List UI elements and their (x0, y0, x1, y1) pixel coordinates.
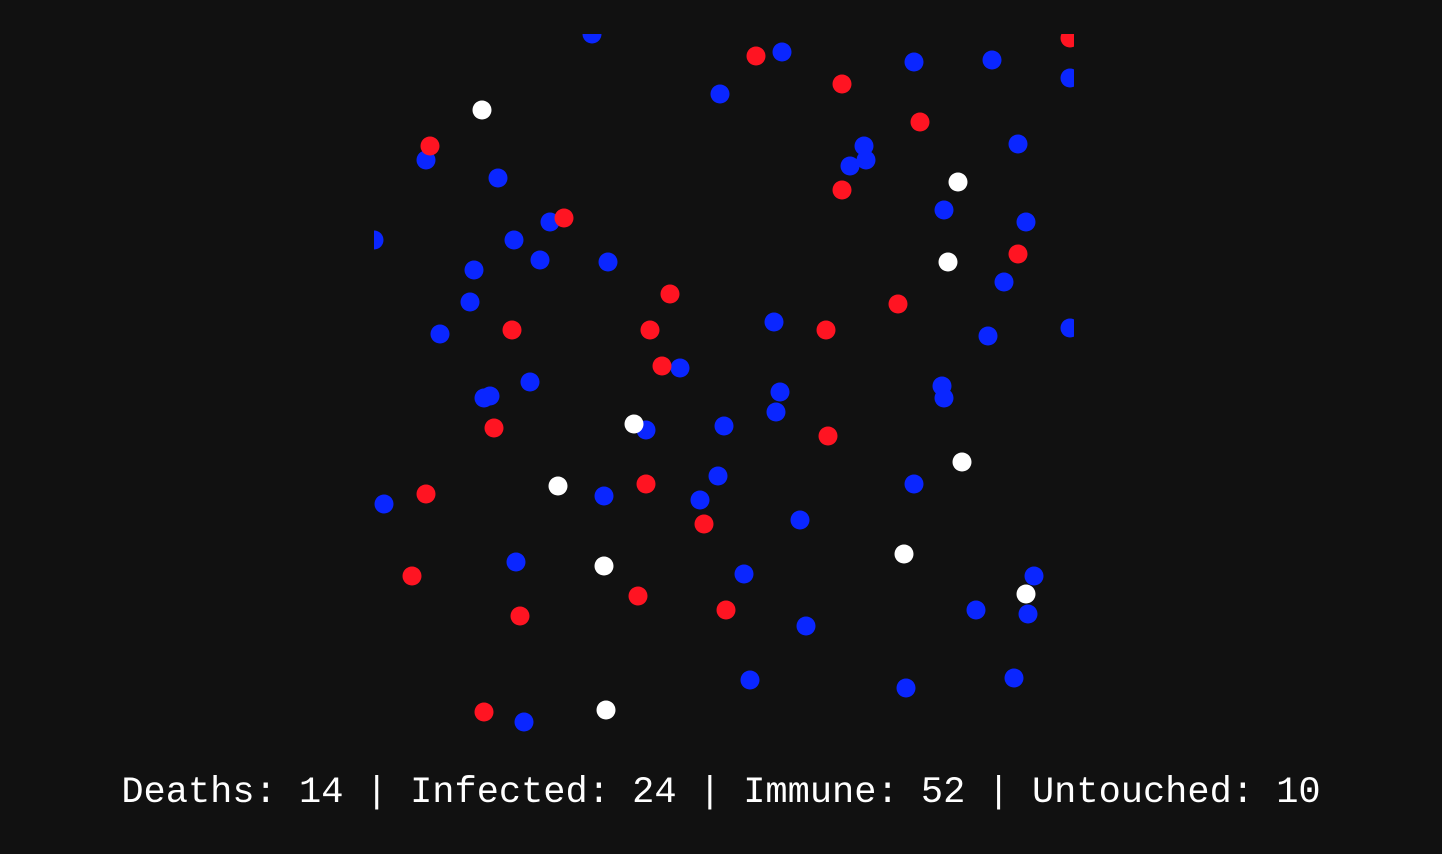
immune-particle (1016, 212, 1036, 232)
infected-particle (832, 180, 852, 200)
infected-particle (1008, 244, 1028, 264)
immune-particle (934, 200, 954, 220)
immune-particle (856, 150, 876, 170)
immune-particle (594, 486, 614, 506)
immune-particle (690, 490, 710, 510)
untouched-particle (938, 252, 958, 272)
untouched-count: 10 (1276, 772, 1321, 814)
infected-particle (402, 566, 422, 586)
untouched-particle (894, 544, 914, 564)
immune-particle (734, 564, 754, 584)
stats-separator: | (698, 772, 721, 814)
untouched-particle (596, 700, 616, 720)
immune-particle (934, 388, 954, 408)
immune-particle (506, 552, 526, 572)
infected-particle (816, 320, 836, 340)
infected-particle (416, 484, 436, 504)
infected-particle (502, 320, 522, 340)
untouched-label: Untouched: (1031, 772, 1254, 814)
immune-particle (520, 372, 540, 392)
immune-particle (1024, 566, 1044, 586)
immune-particle (710, 84, 730, 104)
untouched-particle (472, 100, 492, 120)
simulation-canvas (374, 34, 1074, 734)
immune-particle (966, 600, 986, 620)
immune-particle (790, 510, 810, 530)
immune-particle (1008, 134, 1028, 154)
immune-particle (488, 168, 508, 188)
infected-particle (832, 74, 852, 94)
infected-count: 24 (632, 772, 677, 814)
infected-particle (818, 426, 838, 446)
immune-particle (1060, 318, 1074, 338)
immune-particle (474, 388, 494, 408)
immune-particle (740, 670, 760, 690)
infected-particle (716, 600, 736, 620)
untouched-particle (594, 556, 614, 576)
infected-particle (694, 514, 714, 534)
immune-particle (464, 260, 484, 280)
immune-particle (982, 50, 1002, 70)
untouched-particle (948, 172, 968, 192)
deaths-label: Deaths: (121, 772, 277, 814)
immune-particle (904, 474, 924, 494)
infected-label: Infected: (410, 772, 610, 814)
infected-particle (636, 474, 656, 494)
immune-particle (460, 292, 480, 312)
infected-particle (888, 294, 908, 314)
immune-particle (772, 42, 792, 62)
deaths-count: 14 (299, 772, 344, 814)
immune-particle (796, 616, 816, 636)
infected-particle (510, 606, 530, 626)
infected-particle (1060, 34, 1074, 48)
immune-particle (766, 402, 786, 422)
immune-particle (374, 230, 384, 250)
immune-particle (514, 712, 534, 732)
immune-particle (840, 156, 860, 176)
immune-particle (1004, 668, 1024, 688)
immune-particle (374, 494, 394, 514)
infected-particle (640, 320, 660, 340)
immune-count: 52 (920, 772, 966, 814)
immune-particle (978, 326, 998, 346)
infected-particle (652, 356, 672, 376)
stats-separator: | (987, 772, 1010, 814)
immune-label: Immune: (743, 772, 899, 814)
infected-particle (554, 208, 574, 228)
infected-particle (660, 284, 680, 304)
immune-particle (896, 678, 916, 698)
untouched-particle (548, 476, 568, 496)
immune-particle (530, 250, 550, 270)
untouched-particle (1016, 584, 1036, 604)
immune-particle (764, 312, 784, 332)
immune-particle (1018, 604, 1038, 624)
untouched-particle (952, 452, 972, 472)
untouched-particle (624, 414, 644, 434)
immune-particle (708, 466, 728, 486)
immune-particle (598, 252, 618, 272)
infected-particle (746, 46, 766, 66)
immune-particle (504, 230, 524, 250)
infected-particle (628, 586, 648, 606)
infected-particle (420, 136, 440, 156)
stats-bar: Deaths: 14 | Infected: 24 | Immune: 52 |… (0, 772, 1442, 814)
infected-particle (484, 418, 504, 438)
immune-particle (904, 52, 924, 72)
immune-particle (994, 272, 1014, 292)
immune-particle (714, 416, 734, 436)
immune-particle (430, 324, 450, 344)
immune-particle (1060, 68, 1074, 88)
immune-particle (770, 382, 790, 402)
infected-particle (474, 702, 494, 722)
immune-particle (670, 358, 690, 378)
stats-separator: | (365, 772, 388, 814)
immune-particle (582, 34, 602, 44)
infected-particle (910, 112, 930, 132)
